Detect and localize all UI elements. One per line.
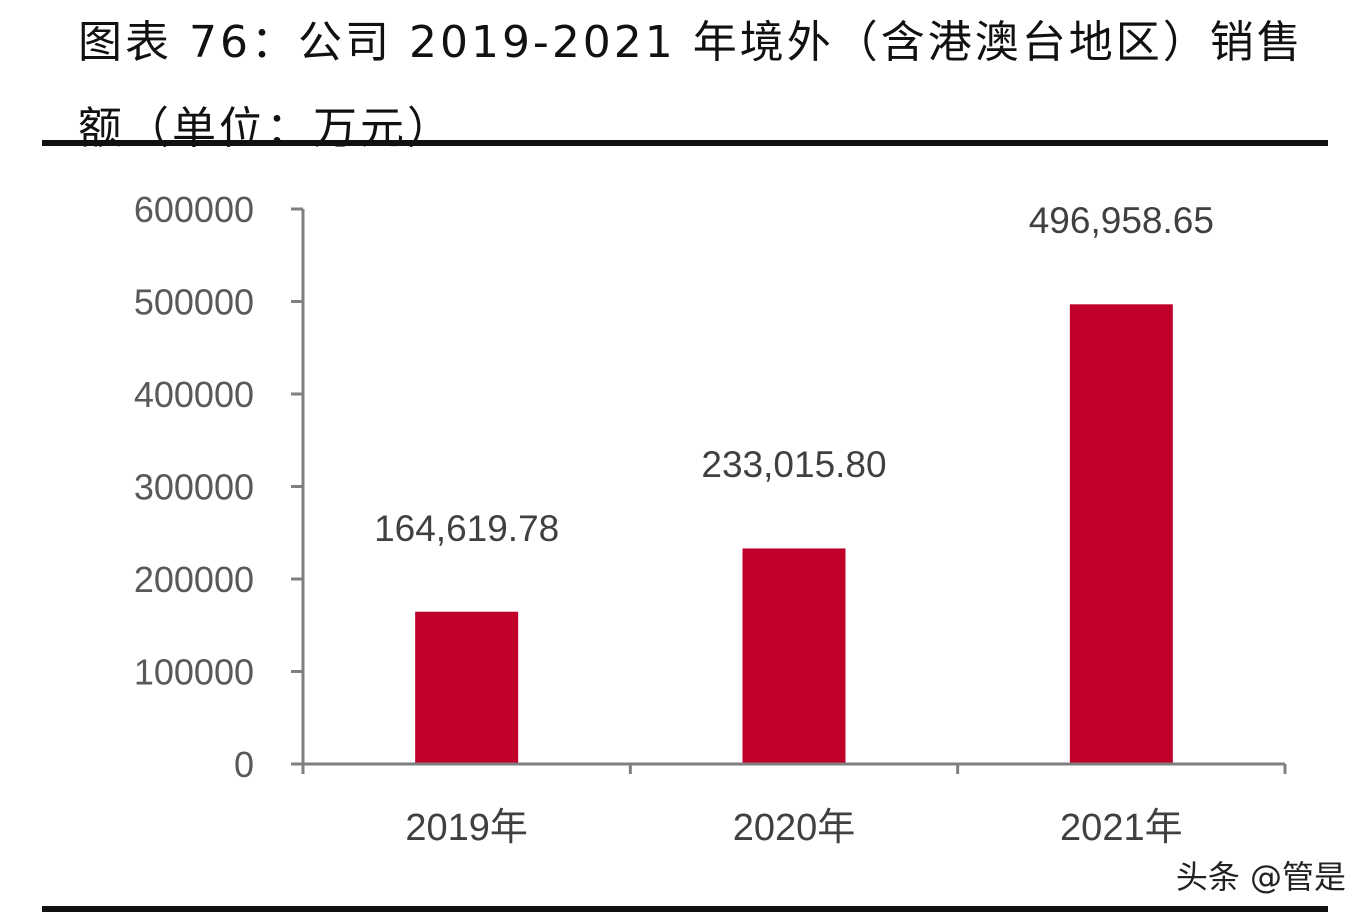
- y-tick-label: 500000: [134, 282, 254, 323]
- chart-title: 图表 76：公司 2019-2021 年境外（含港澳台地区）销售额（单位：万元）: [78, 17, 1304, 154]
- y-tick-label: 300000: [134, 467, 254, 508]
- bar-2021年: [1069, 304, 1173, 763]
- bottom-rule: [42, 906, 1328, 912]
- y-tick-label: 100000: [134, 652, 254, 693]
- top-rule: [42, 140, 1328, 146]
- y-tick-label: 200000: [134, 559, 254, 600]
- bar-2020年: [742, 548, 846, 763]
- y-tick-label: 600000: [134, 189, 254, 230]
- bar-2019年: [415, 611, 519, 763]
- data-label: 496,958.65: [1028, 200, 1214, 242]
- data-label: 164,619.78: [374, 507, 560, 549]
- x-category-label: 2019年: [405, 807, 528, 849]
- x-category-label: 2020年: [733, 807, 856, 849]
- x-category-label: 2021年: [1060, 807, 1183, 849]
- data-label: 233,015.80: [701, 444, 887, 486]
- y-tick-label: 0: [234, 744, 254, 785]
- watermark: 头条 @管是: [1175, 858, 1346, 896]
- y-tick-label: 400000: [134, 374, 254, 415]
